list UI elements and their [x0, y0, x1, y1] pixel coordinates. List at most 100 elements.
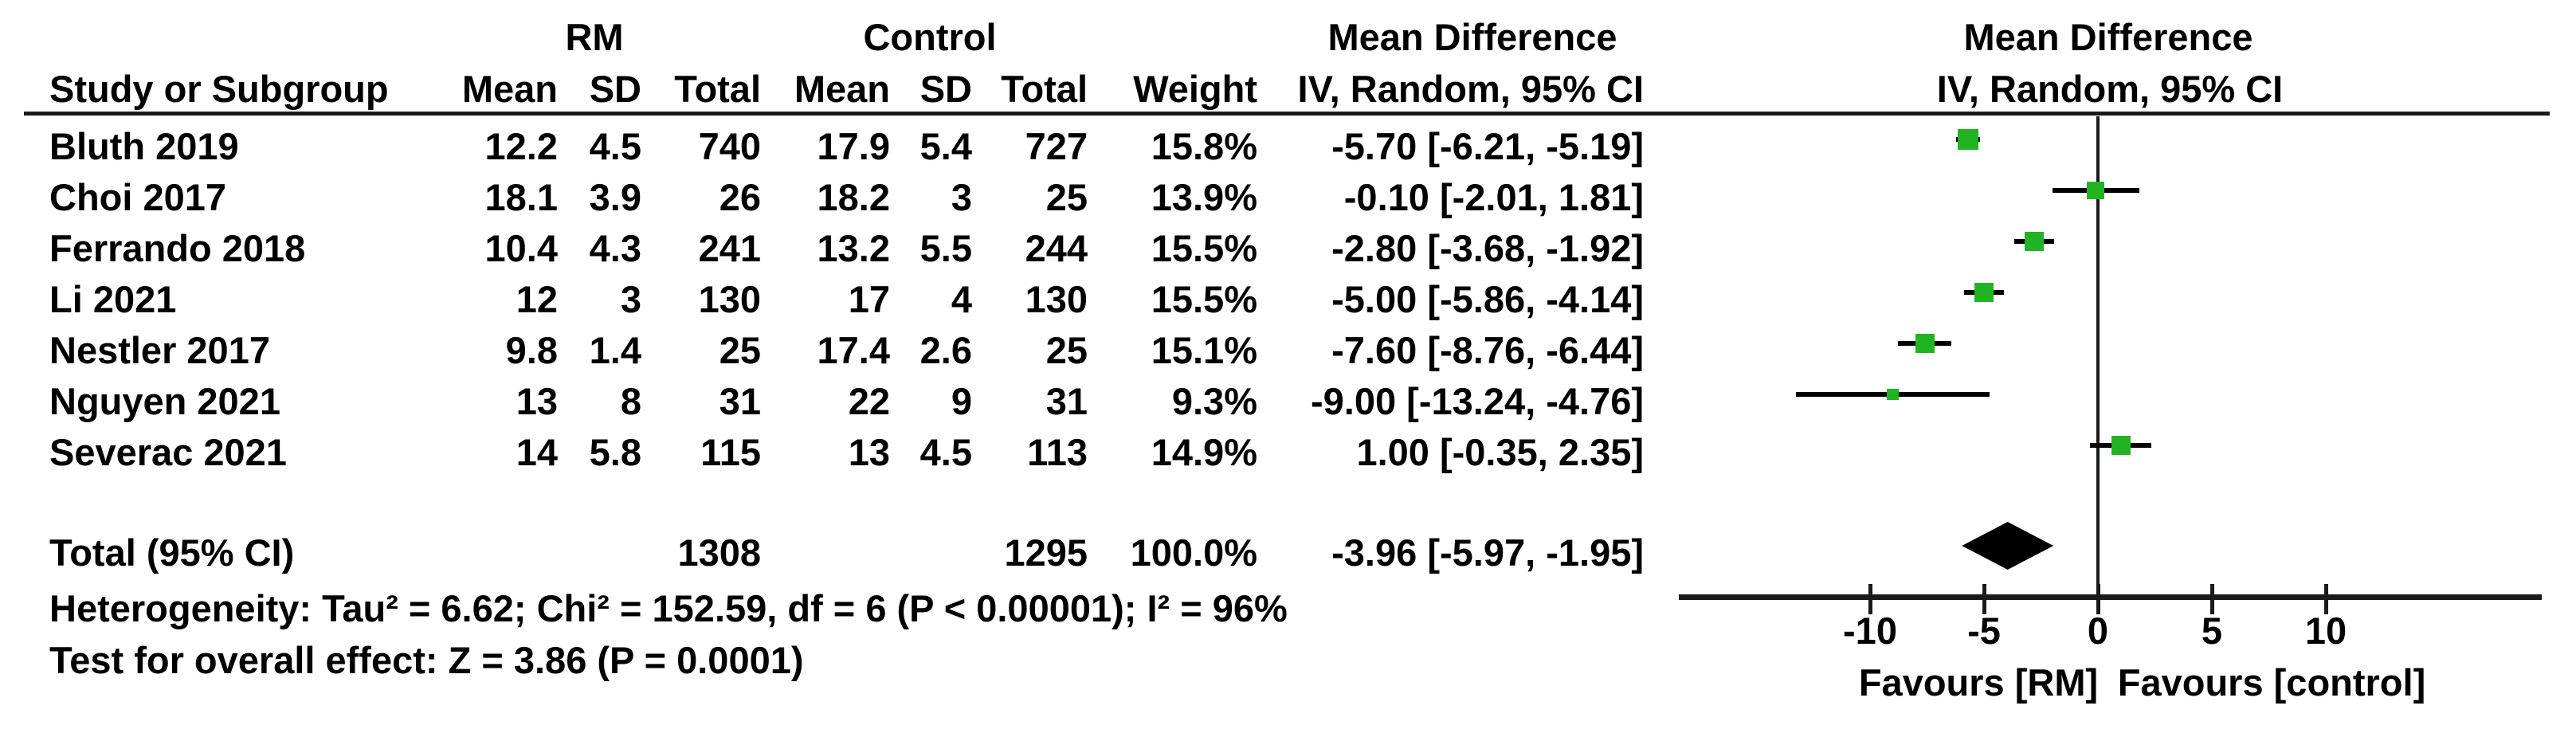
- study-name: Choi 2017: [49, 176, 227, 218]
- effect-square: [2087, 181, 2105, 200]
- c-mean-cell: 17.4: [817, 329, 890, 371]
- c-sd-cell: 5.5: [919, 227, 972, 269]
- weight-cell: 15.8%: [1151, 125, 1257, 167]
- col-header-c-mean: Mean: [794, 68, 890, 110]
- total-control-total: 1295: [1004, 531, 1088, 574]
- zero-line: [2096, 116, 2100, 595]
- study-name: Bluth 2019: [49, 125, 239, 167]
- col-header-rm-mean: Mean: [461, 68, 558, 110]
- effect-square: [1958, 129, 1978, 150]
- c-total-cell: 25: [1045, 329, 1088, 371]
- group-header-mean-difference: Mean Difference: [1327, 16, 1617, 58]
- x-axis-tick-label: -10: [1843, 610, 1897, 652]
- weight-cell: 15.5%: [1151, 278, 1257, 320]
- rm-total-cell: 26: [719, 176, 761, 218]
- col-header-study: Study or Subgroup: [49, 68, 389, 110]
- col-header-weight: Weight: [1133, 68, 1257, 110]
- effect-square: [1974, 282, 1994, 303]
- study-name: Ferrando 2018: [49, 227, 306, 269]
- col-header-ci: IV, Random, 95% CI: [1297, 68, 1644, 110]
- weight-cell: 15.5%: [1151, 227, 1257, 269]
- overall-effect-text: Test for overall effect: Z = 3.86 (P = 0…: [49, 639, 804, 681]
- c-total-cell: 244: [1025, 227, 1088, 269]
- favours-left-label: Favours [RM]: [1858, 661, 2099, 704]
- ci-cell: -9.00 [-13.24, -4.76]: [1311, 380, 1644, 422]
- plot-header-mean-difference: Mean Difference: [1963, 16, 2253, 58]
- effect-square: [2111, 436, 2131, 455]
- c-mean-cell: 17: [848, 278, 890, 320]
- group-header-rm: RM: [565, 16, 624, 58]
- weight-cell: 15.1%: [1151, 329, 1257, 371]
- x-axis-tick: [2096, 584, 2100, 614]
- plot-header-iv-random: IV, Random, 95% CI: [1936, 68, 2284, 110]
- x-axis-tick-label: 5: [2201, 610, 2223, 652]
- ci-cell: 1.00 [-0.35, 2.35]: [1356, 431, 1644, 473]
- c-total-cell: 31: [1045, 380, 1088, 422]
- rm-sd-cell: 8: [620, 380, 641, 422]
- ci-cell: -5.70 [-6.21, -5.19]: [1331, 125, 1644, 167]
- ci-cell: -2.80 [-3.68, -1.92]: [1331, 227, 1644, 269]
- c-total-cell: 25: [1045, 176, 1088, 218]
- c-total-cell: 113: [1027, 431, 1088, 473]
- rm-mean-cell: 12.2: [484, 125, 558, 167]
- c-total-cell: 130: [1025, 278, 1088, 320]
- rm-total-cell: 25: [719, 329, 761, 371]
- rm-mean-cell: 14: [516, 431, 558, 473]
- study-name: Li 2021: [49, 278, 177, 320]
- rm-total-cell: 241: [698, 227, 761, 269]
- col-header-c-sd: SD: [919, 68, 972, 110]
- x-axis-line: [1679, 594, 2542, 600]
- col-header-rm-total: Total: [674, 68, 761, 110]
- c-sd-cell: 5.4: [919, 125, 972, 167]
- c-mean-cell: 13.2: [817, 227, 890, 269]
- study-name: Nestler 2017: [49, 329, 270, 371]
- rm-total-cell: 115: [700, 431, 761, 473]
- c-sd-cell: 4: [951, 278, 972, 320]
- x-axis-tick-label: -5: [1967, 610, 2001, 652]
- col-header-c-total: Total: [1001, 68, 1088, 110]
- ci-cell: -7.60 [-8.76, -6.44]: [1331, 329, 1644, 371]
- study-name: Nguyen 2021: [49, 380, 280, 422]
- rm-total-cell: 31: [719, 380, 761, 422]
- study-name: Severac 2021: [49, 431, 287, 473]
- rm-sd-cell: 4.3: [589, 227, 641, 269]
- col-header-rm-sd: SD: [589, 68, 641, 110]
- rm-total-cell: 740: [698, 125, 761, 167]
- weight-cell: 9.3%: [1171, 380, 1257, 422]
- ci-cell: -0.10 [-2.01, 1.81]: [1343, 176, 1644, 218]
- total-rm-total: 1308: [677, 531, 761, 574]
- favours-right-label: Favours [control]: [2117, 661, 2426, 704]
- rm-sd-cell: 1.4: [589, 329, 641, 371]
- total-diamond: [1962, 522, 2054, 570]
- rm-sd-cell: 4.5: [589, 125, 641, 167]
- ci-cell: -5.00 [-5.86, -4.14]: [1331, 278, 1644, 320]
- rm-mean-cell: 10.4: [484, 227, 558, 269]
- c-mean-cell: 17.9: [817, 125, 890, 167]
- c-mean-cell: 13: [848, 431, 890, 473]
- group-header-control: Control: [863, 16, 997, 58]
- rm-mean-cell: 18.1: [484, 176, 558, 218]
- rm-mean-cell: 13: [516, 380, 558, 422]
- total-weight: 100.0%: [1130, 531, 1257, 574]
- effect-square: [1915, 333, 1935, 354]
- heterogeneity-text: Heterogeneity: Tau² = 6.62; Chi² = 152.5…: [49, 587, 1288, 629]
- weight-cell: 13.9%: [1151, 176, 1257, 218]
- total-ci: -3.96 [-5.97, -1.95]: [1331, 531, 1644, 574]
- x-axis-tick: [1868, 584, 1872, 614]
- c-total-cell: 727: [1025, 125, 1088, 167]
- total-row-label: Total (95% CI): [49, 531, 295, 574]
- rm-sd-cell: 3.9: [589, 176, 641, 218]
- effect-square: [1887, 388, 1900, 401]
- x-axis-tick-label: 0: [2087, 610, 2109, 652]
- rm-sd-cell: 3: [620, 278, 641, 320]
- header-rule: [24, 112, 2550, 116]
- c-sd-cell: 2.6: [919, 329, 972, 371]
- rm-total-cell: 130: [698, 278, 761, 320]
- weight-cell: 14.9%: [1151, 431, 1257, 473]
- c-sd-cell: 9: [951, 380, 972, 422]
- x-axis-tick: [2323, 584, 2328, 614]
- effect-square: [2024, 231, 2045, 252]
- x-axis-tick: [2209, 584, 2214, 614]
- rm-sd-cell: 5.8: [589, 431, 641, 473]
